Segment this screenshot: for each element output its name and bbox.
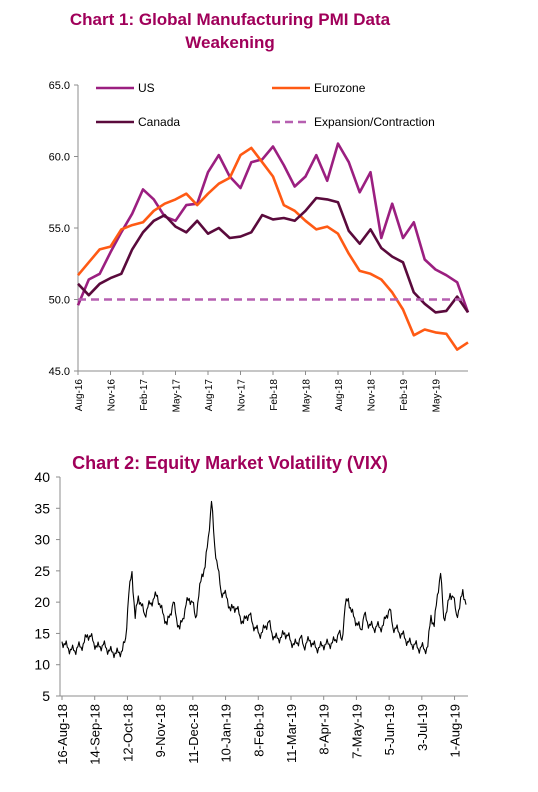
y-tick-label: 60.0 bbox=[49, 152, 70, 164]
x-tick-label: 11-Dec-18 bbox=[186, 704, 201, 764]
x-tick-label: 8-Feb-19 bbox=[251, 704, 266, 757]
series-line-vix bbox=[61, 500, 467, 659]
x-tick-label: 1-Aug-19 bbox=[448, 704, 463, 757]
y-tick-label: 20 bbox=[34, 594, 50, 610]
y-tick-label: 35 bbox=[34, 500, 50, 516]
y-tick-label: 25 bbox=[34, 563, 50, 579]
y-tick-label: 65.0 bbox=[49, 80, 70, 92]
x-tick-label: Nov-16 bbox=[107, 379, 118, 412]
x-tick-label: 3-Jul-19 bbox=[415, 704, 430, 751]
y-tick-label: 45.0 bbox=[49, 366, 70, 378]
y-tick-label: 15 bbox=[34, 625, 50, 641]
series-line-canada bbox=[77, 196, 470, 314]
y-tick-label: 5 bbox=[42, 688, 50, 704]
x-tick-label: Feb-19 bbox=[399, 379, 410, 411]
x-tick-label: 8-Apr-19 bbox=[317, 704, 332, 755]
x-tick-label: 16-Aug-18 bbox=[55, 704, 70, 765]
x-tick-label: 9-Nov-18 bbox=[153, 704, 168, 757]
x-tick-label: Aug-17 bbox=[204, 379, 215, 412]
y-tick-label: 40 bbox=[34, 469, 50, 485]
y-tick-label: 30 bbox=[34, 532, 50, 548]
y-tick-label: 10 bbox=[34, 657, 50, 673]
x-tick-label: 5-Jun-19 bbox=[382, 704, 397, 755]
chart1-title: Chart 1: Global Manufacturing PMI Data W… bbox=[60, 8, 400, 54]
legend-label-eurozone: Eurozone bbox=[314, 81, 366, 95]
x-tick-label: May-18 bbox=[302, 379, 313, 413]
x-tick-label: 10-Jan-19 bbox=[219, 704, 234, 763]
x-tick-label: 11-Mar-19 bbox=[284, 704, 299, 763]
x-tick-label: Feb-18 bbox=[269, 379, 280, 411]
pmi-chart: 65.0 60.0 55.0 50.0 45.0 Aug-16 Nov-16 Feb-17 Ma… bbox=[49, 80, 470, 413]
x-tick-label: May-19 bbox=[432, 379, 443, 413]
x-tick-label: 12-Oct-18 bbox=[120, 704, 135, 762]
legend-label-expansion-contraction: Expansion/Contraction bbox=[314, 115, 435, 129]
x-tick-label: Aug-18 bbox=[334, 379, 345, 412]
legend-label-us: US bbox=[138, 81, 155, 95]
vix-chart: 40 35 30 25 20 15 10 5 16-Aug-18 14-Sep-18 12-Oct-… bbox=[34, 469, 468, 765]
legend-label-canada: Canada bbox=[138, 115, 180, 129]
y-tick-label: 50.0 bbox=[49, 295, 70, 307]
chart1-title-line-2: Weakening bbox=[185, 33, 275, 52]
x-tick-label: Feb-17 bbox=[139, 379, 150, 411]
x-tick-label: 7-May-19 bbox=[349, 704, 364, 759]
x-tick-label: 14-Sep-18 bbox=[88, 704, 103, 765]
chart2-title: Chart 2: Equity Market Volatility (VIX) bbox=[72, 453, 388, 473]
y-tick-label: 55.0 bbox=[49, 223, 70, 235]
x-tick-label: Nov-18 bbox=[367, 379, 378, 412]
x-tick-label: Nov-17 bbox=[237, 379, 248, 412]
series-line-us bbox=[76, 142, 470, 313]
x-tick-label: Aug-16 bbox=[74, 379, 85, 412]
x-tick-label: May-17 bbox=[172, 379, 183, 413]
chart1-title-line-1: Chart 1: Global Manufacturing PMI Data bbox=[69, 10, 391, 29]
series-line-eurozone bbox=[77, 146, 469, 351]
